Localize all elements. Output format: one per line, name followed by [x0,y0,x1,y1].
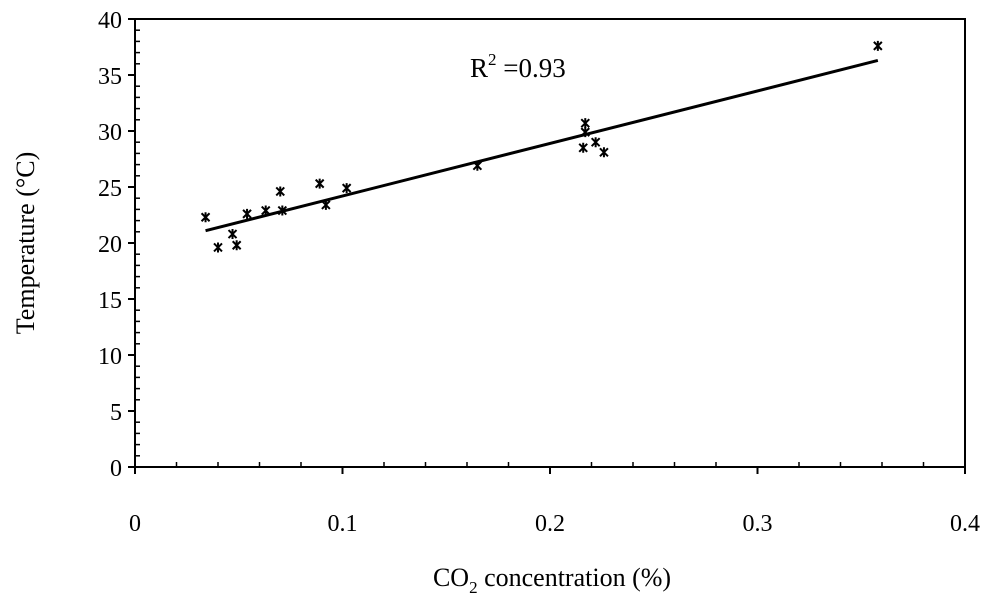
data-point [227,229,238,240]
data-point [590,137,601,148]
data-point [200,212,211,223]
data-point [873,40,883,51]
y-tick-label: 20 [98,232,122,258]
y-tick-label: 10 [98,344,122,370]
y-tick-label: 25 [98,176,122,202]
data-point [578,142,588,153]
data-point [213,242,223,253]
x-tick-label: 0.4 [950,511,980,537]
plot-area [134,18,966,468]
data-point [275,186,285,197]
data-point [580,118,590,129]
y-tick-label: 0 [110,456,122,482]
data-point [242,208,252,219]
data-point [341,183,352,194]
data-point [231,240,242,251]
y-tick-label: 40 [98,8,122,34]
data-point [321,199,331,210]
r-squared-annotation: R2 =0.93 [470,50,566,83]
x-tick-label: 0.3 [743,511,773,537]
y-tick-label: 30 [98,120,122,146]
y-tick-labels: 0 5 10 15 20 25 30 35 40 [98,8,122,482]
y-tick-label: 35 [98,64,122,90]
x-tick-label: 0 [129,511,141,537]
trend-line [205,58,879,233]
data-point [599,147,609,158]
y-tick-label: 5 [110,400,122,426]
data-point [314,178,325,189]
data-point [472,160,483,171]
data-point [580,127,590,138]
data-point [277,205,288,216]
x-tick-label: 0.1 [328,511,358,537]
x-axis-title: CO2 concentration (%) [433,563,671,597]
data-point [261,205,271,216]
x-tick-label: 0.2 [535,511,565,537]
y-tick-label: 15 [98,288,122,314]
axis-ticks [128,18,966,474]
y-axis-title: Temperature (°C) [11,152,40,335]
x-tick-labels: 0 0.1 0.2 0.3 0.4 [129,511,980,537]
data-points [200,40,883,253]
